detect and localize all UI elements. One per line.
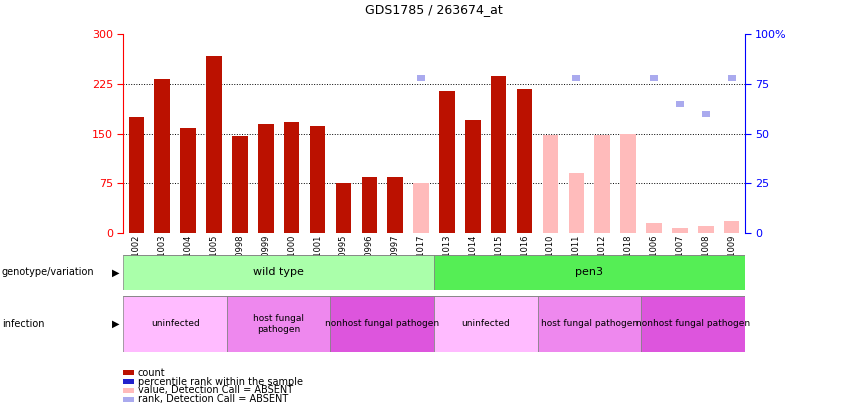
Text: ▶: ▶ [111, 319, 119, 329]
Bar [206, 55, 222, 233]
Bar [129, 117, 144, 233]
Bar [641, 296, 745, 352]
Bar [434, 296, 538, 352]
Bar [434, 255, 745, 290]
Bar [672, 228, 688, 233]
Text: uninfected: uninfected [461, 320, 510, 328]
Bar [568, 173, 584, 233]
Text: infection: infection [2, 319, 44, 329]
Bar [227, 296, 330, 352]
Bar [365, 26, 374, 32]
Bar [387, 177, 403, 233]
Bar [595, 135, 610, 233]
Text: genotype/variation: genotype/variation [2, 267, 94, 277]
Bar [517, 89, 533, 233]
Bar [232, 136, 248, 233]
Bar [310, 126, 325, 233]
Bar [646, 223, 662, 233]
Text: rank, Detection Call = ABSENT: rank, Detection Call = ABSENT [138, 394, 288, 404]
Text: count: count [138, 368, 165, 377]
Text: GDS1785 / 263674_at: GDS1785 / 263674_at [365, 3, 503, 16]
Text: uninfected: uninfected [151, 320, 199, 328]
Text: percentile rank within the sample: percentile rank within the sample [138, 377, 303, 386]
Bar [284, 122, 300, 233]
Bar [465, 120, 481, 233]
Bar [676, 101, 684, 107]
Bar [414, 183, 429, 233]
Text: ▶: ▶ [111, 267, 119, 277]
Bar [538, 296, 641, 352]
Bar [724, 221, 740, 233]
Bar [417, 75, 425, 81]
Bar [698, 226, 713, 233]
Bar [123, 296, 227, 352]
Text: nonhost fungal pathogen: nonhost fungal pathogen [325, 320, 439, 328]
Bar [702, 111, 710, 117]
Text: host fungal
pathogen: host fungal pathogen [254, 314, 304, 334]
Bar [362, 177, 377, 233]
Bar [439, 91, 454, 233]
Bar [491, 76, 506, 233]
Bar [330, 296, 434, 352]
Text: wild type: wild type [254, 267, 304, 277]
Bar [573, 75, 580, 81]
Bar [123, 255, 434, 290]
Text: nonhost fungal pathogen: nonhost fungal pathogen [636, 320, 750, 328]
Bar [154, 79, 170, 233]
Bar [391, 15, 399, 21]
Text: host fungal pathogen: host fungal pathogen [540, 320, 638, 328]
Bar [543, 135, 558, 233]
Bar [620, 134, 636, 233]
Bar [650, 75, 658, 81]
Text: value, Detection Call = ABSENT: value, Detection Call = ABSENT [138, 386, 293, 395]
Bar [180, 128, 196, 233]
Bar [258, 124, 273, 233]
Bar [728, 75, 735, 81]
Bar [335, 183, 351, 233]
Text: pen3: pen3 [575, 267, 603, 277]
